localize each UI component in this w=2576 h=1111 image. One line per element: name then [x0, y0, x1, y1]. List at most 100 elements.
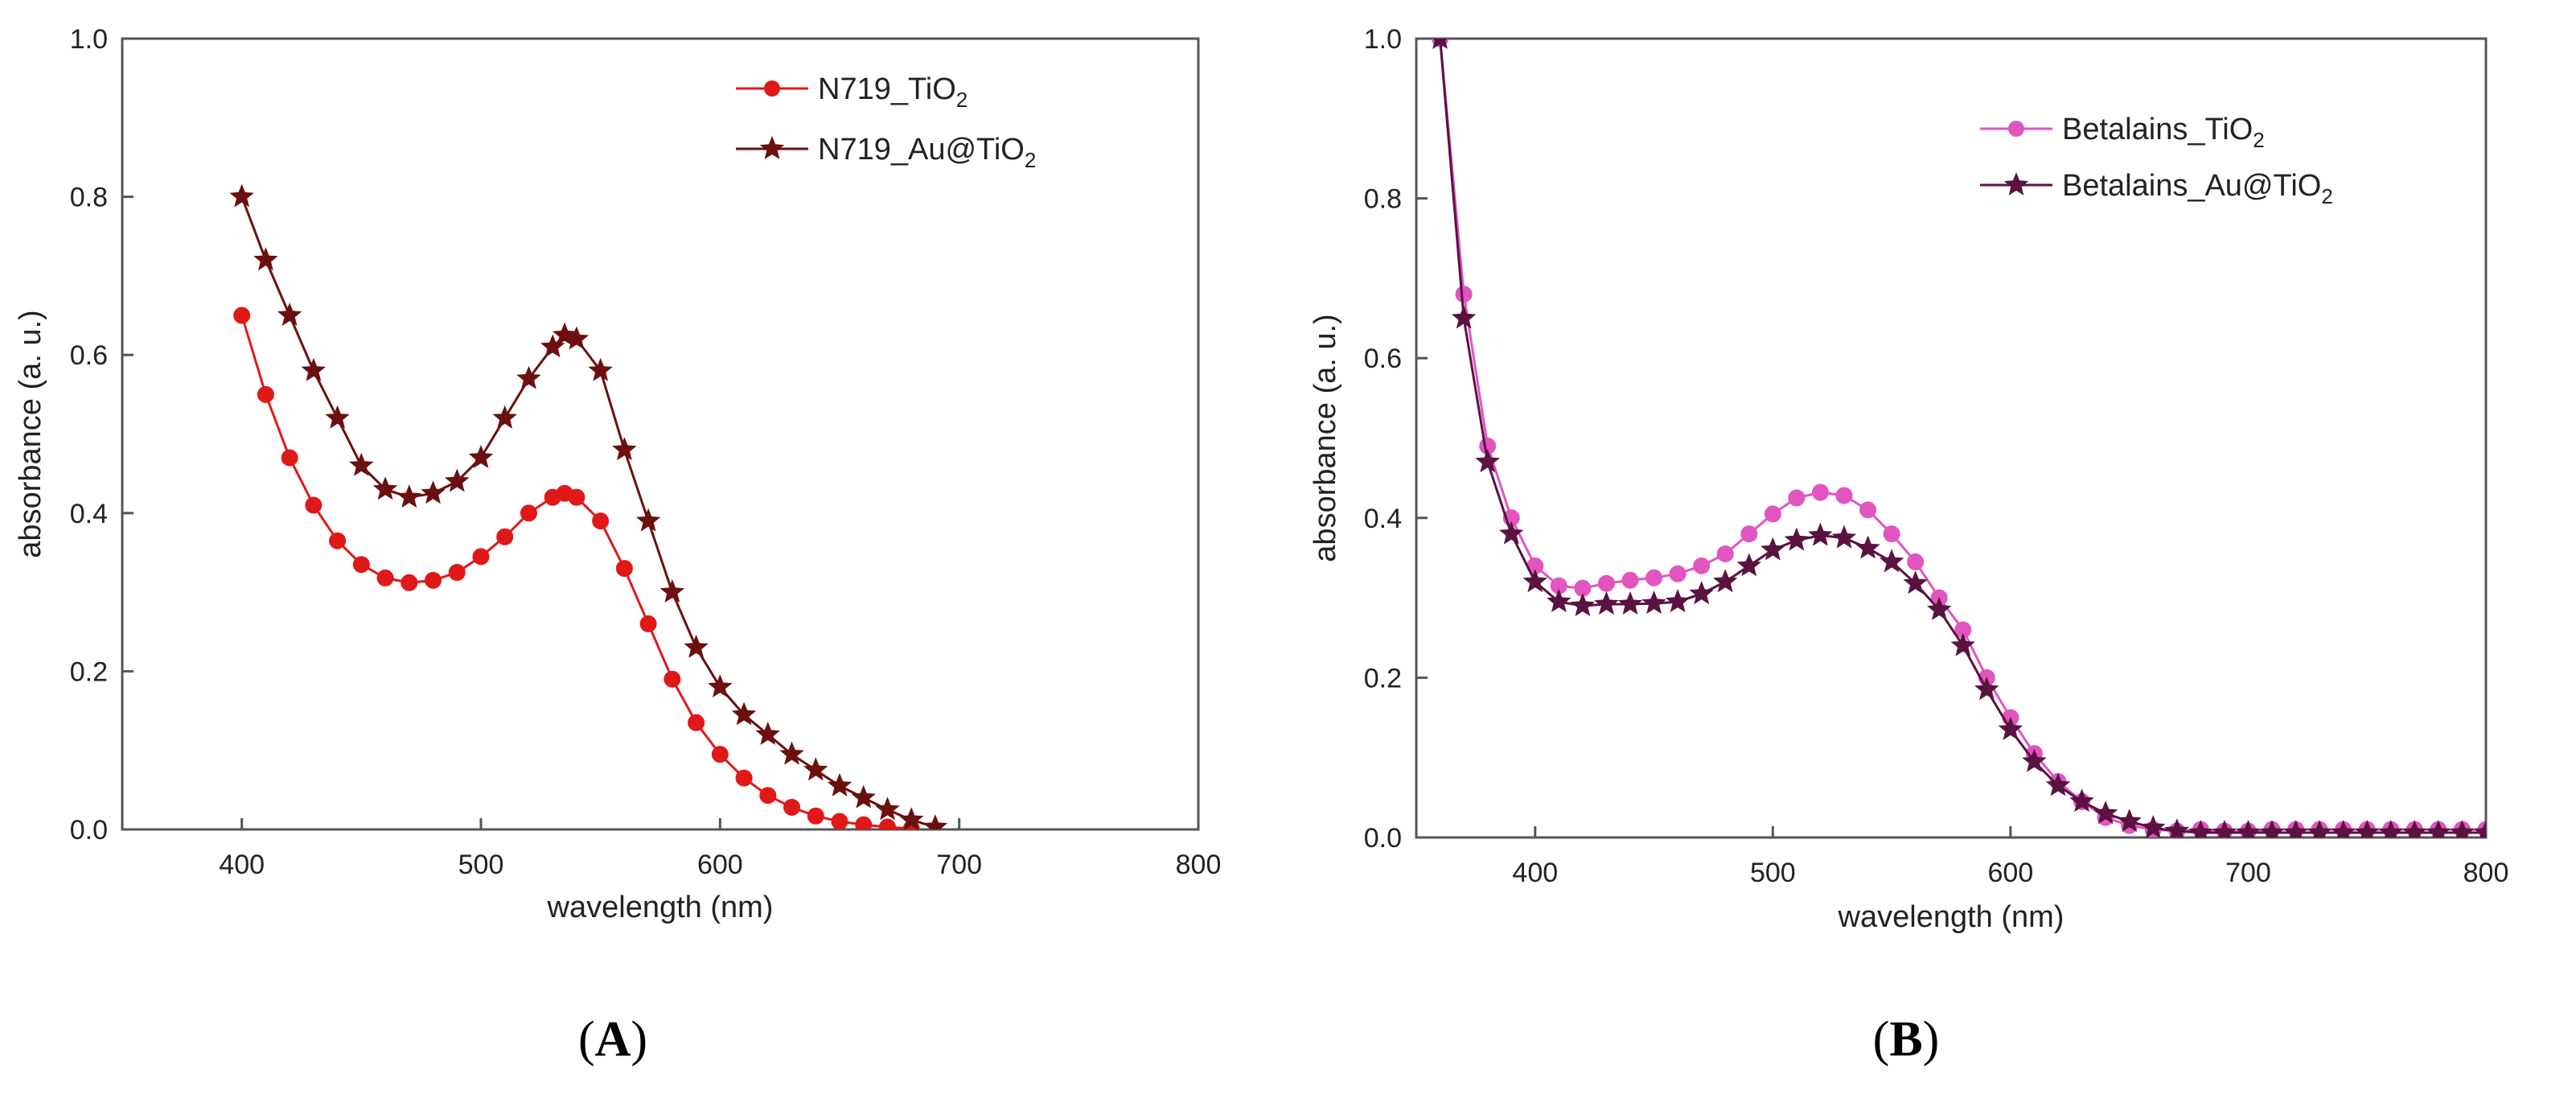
data-point	[2069, 788, 2094, 813]
data-point	[827, 772, 853, 796]
data-point	[1451, 305, 1477, 329]
y-tick-label: 1.0	[1364, 24, 1402, 55]
data-point	[401, 574, 418, 591]
legend-marker	[764, 80, 780, 97]
y-axis-label: absorbance (a. u.)	[1309, 314, 1342, 562]
data-point	[1689, 581, 1714, 605]
data-point	[2259, 820, 2285, 837]
data-point	[1713, 569, 1738, 593]
legend-marker	[2008, 121, 2024, 137]
data-point	[807, 807, 824, 825]
data-point	[1879, 549, 1904, 573]
data-point	[588, 357, 613, 381]
data-point	[301, 357, 327, 381]
data-point	[1594, 591, 1619, 615]
data-point	[568, 488, 585, 506]
data-point	[564, 326, 590, 350]
x-tick-label: 500	[458, 850, 504, 880]
data-point	[2450, 820, 2475, 837]
x-tick-label: 700	[936, 850, 982, 880]
data-point	[1522, 569, 1547, 593]
data-point	[2283, 820, 2308, 837]
data-point	[635, 508, 661, 532]
data-point	[492, 405, 517, 429]
data-point	[875, 796, 900, 821]
x-tick-label: 600	[1988, 858, 2034, 888]
y-tick-label: 0.2	[70, 656, 108, 687]
data-point	[540, 334, 565, 358]
data-point	[516, 365, 541, 389]
data-point	[257, 385, 274, 403]
legend-marker	[2003, 172, 2029, 195]
legend-label-main: Betalains_Au@TiO	[2062, 169, 2321, 203]
series-line	[1439, 39, 2486, 833]
data-point	[352, 556, 370, 574]
panel-label-letter: A	[595, 1012, 631, 1067]
data-point	[1859, 501, 1877, 519]
x-tick-label: 800	[1176, 850, 1222, 880]
panel-label: (B)	[1873, 1012, 1940, 1067]
data-point	[1475, 449, 1500, 473]
data-point	[783, 798, 801, 816]
data-point	[615, 560, 633, 578]
data-point	[421, 480, 446, 504]
x-axis-label: wavelength (nm)	[547, 891, 774, 924]
data-point	[2045, 772, 2071, 796]
data-point	[759, 787, 777, 804]
panel-label-close: )	[1923, 1012, 1940, 1067]
data-point	[552, 322, 577, 346]
legend-label-subscript: 2	[1025, 148, 1036, 172]
data-point	[2093, 800, 2118, 825]
x-tick-label: 800	[2463, 858, 2509, 888]
data-point	[1764, 505, 1781, 523]
x-tick-label: 400	[219, 850, 265, 880]
data-point	[688, 714, 705, 731]
data-point	[1617, 591, 1643, 615]
data-point	[1784, 527, 1810, 551]
data-point	[1499, 521, 1524, 545]
data-point	[592, 512, 610, 530]
y-tick-label: 0.0	[70, 815, 108, 846]
data-point	[1835, 487, 1853, 504]
data-point	[1883, 525, 1900, 543]
data-point	[2164, 818, 2189, 837]
data-point	[325, 405, 350, 429]
data-point	[372, 476, 398, 500]
panel-label-open: (	[1873, 1012, 1890, 1067]
data-point	[735, 769, 753, 787]
data-point	[305, 496, 323, 514]
panel-label-letter: B	[1889, 1012, 1922, 1067]
data-point	[1950, 632, 1975, 656]
panel-label-open: (	[578, 1012, 595, 1067]
legend-label-subscript: 2	[2253, 128, 2264, 152]
data-point	[496, 528, 514, 545]
data-point	[612, 437, 637, 461]
data-point	[708, 674, 733, 697]
data-point	[1760, 537, 1785, 561]
legend-label: Betalains_Au@TiO2	[2062, 169, 2333, 208]
data-point	[2378, 820, 2403, 837]
data-point	[855, 816, 873, 829]
chart-panel-a: 400 500 600 700 800 0.0 0.2 0.4 0.6 0.8 1.0 wavelen…	[14, 24, 1221, 1067]
data-point	[711, 746, 729, 763]
data-point	[472, 548, 490, 566]
data-point	[448, 564, 466, 582]
legend-label: Betalains_TiO2	[2062, 113, 2265, 152]
data-point	[899, 807, 924, 829]
data-point	[425, 571, 442, 589]
x-tick-label: 600	[697, 850, 743, 880]
y-tick-label: 0.8	[1364, 184, 1402, 215]
series-0	[233, 307, 920, 829]
data-point	[1831, 525, 1857, 549]
x-axis-label: wavelength (nm)	[1838, 900, 2064, 934]
data-point	[2141, 815, 2166, 837]
data-point	[2402, 820, 2427, 837]
data-point	[2212, 820, 2237, 837]
plot-frame	[121, 37, 1200, 831]
data-point	[520, 504, 537, 522]
panel-label-close: )	[631, 1012, 647, 1067]
data-point	[1621, 571, 1639, 589]
data-point	[755, 722, 780, 745]
data-point	[1547, 589, 1571, 612]
series-1	[229, 183, 948, 829]
